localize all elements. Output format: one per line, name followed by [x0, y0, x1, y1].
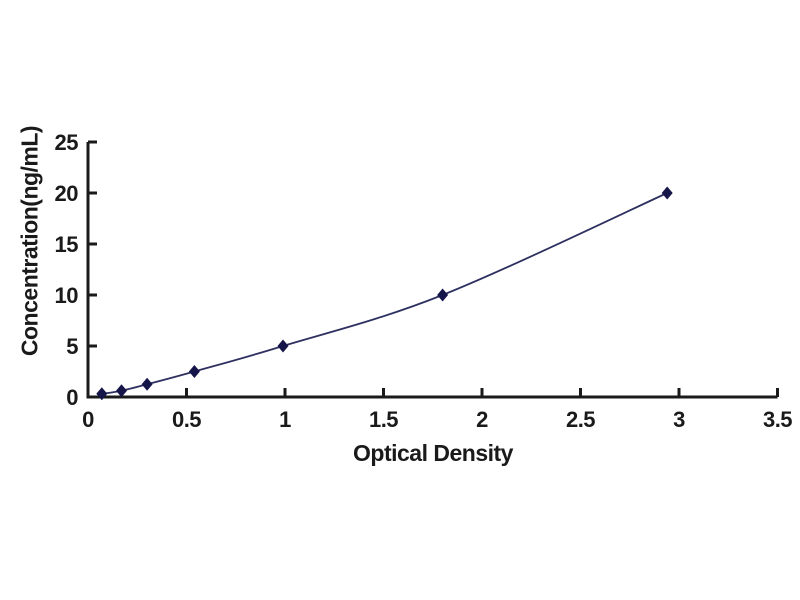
data-point-marker — [437, 288, 449, 302]
x-tick-label: 3 — [673, 407, 685, 432]
x-tick-label: 2 — [476, 407, 488, 432]
x-tick-label: 2.5 — [566, 407, 595, 432]
x-tick-label: 0 — [82, 407, 94, 432]
axes — [86, 142, 778, 399]
data-point-marker — [188, 365, 200, 378]
data-point-marker — [116, 384, 127, 398]
x-tick-label: 0.5 — [172, 407, 201, 432]
x-tick-label: 3.5 — [763, 407, 792, 432]
y-tick-label: 25 — [55, 130, 79, 155]
y-tick-label: 5 — [66, 334, 78, 359]
x-tick-label: 1.5 — [369, 407, 398, 432]
y-tick-label: 20 — [55, 181, 79, 206]
standard-curve-line — [101, 192, 668, 395]
x-tick-label: 1 — [279, 407, 291, 432]
x-axis-title: Optical Density — [353, 440, 513, 466]
y-tick-label: 15 — [55, 232, 79, 257]
data-point-marker — [661, 186, 673, 200]
data-point-marker — [277, 339, 289, 353]
y-tick-label: 10 — [55, 283, 79, 308]
y-tick-label: 0 — [66, 385, 78, 410]
data-point-marker — [96, 387, 108, 401]
data-point-marker — [141, 377, 153, 391]
y-axis-title: Concentration(ng/mL) — [16, 125, 43, 357]
